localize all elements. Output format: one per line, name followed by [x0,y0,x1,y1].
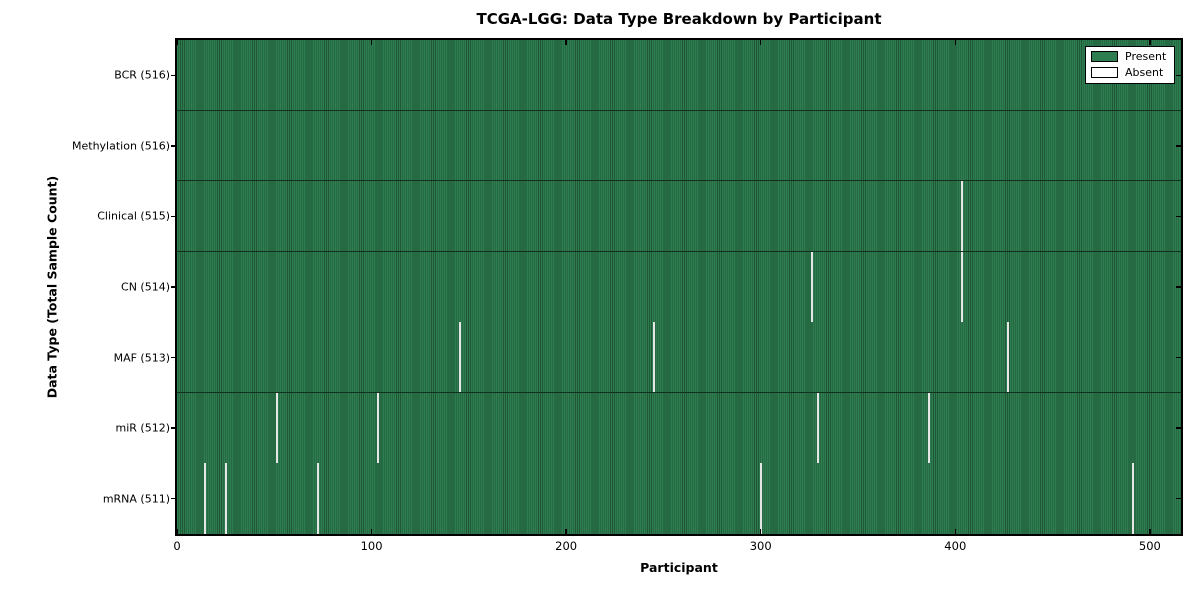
y-tick [1176,498,1181,500]
x-tick [370,40,373,45]
x-tick-label: 500 [1138,539,1161,553]
x-tick [176,529,178,534]
absent-gap-line [810,251,813,323]
y-tick [1176,215,1181,218]
y-tick [1176,74,1181,76]
x-tick [565,529,567,534]
absent-gap-line [203,463,206,534]
y-tick [171,286,177,288]
y-tick-label: BCR (516) [114,68,170,82]
y-tick [171,215,177,218]
y-tick [1176,286,1181,288]
heatmap-row [177,251,1181,323]
x-tick [760,40,762,45]
absent-gap-line [376,392,379,464]
y-tick-label: MAF (513) [113,351,170,365]
heatmap-row [177,40,1181,111]
absent-gap-line [1131,463,1134,534]
absent-gap-line [316,463,319,534]
x-axis-label: Participant [640,560,718,575]
present-swatch [1091,51,1118,62]
heatmap-row [177,110,1181,182]
y-tick [171,427,177,429]
y-tick [1176,356,1181,359]
absent-swatch [1091,67,1118,78]
heatmap-row [177,181,1181,252]
y-tick [171,145,177,147]
x-tick [176,40,178,45]
x-tick-label: 300 [749,539,772,553]
chart-title: TCGA-LGG: Data Type Breakdown by Partici… [476,10,882,28]
absent-gap-line [960,181,963,252]
x-tick-label: 0 [173,539,181,553]
absent-gap-line [927,392,930,464]
x-tick-label: 200 [555,539,578,553]
y-tick [171,498,177,500]
x-tick-label: 400 [944,539,967,553]
legend: Present Absent [1085,46,1176,84]
absent-gap-line [225,463,228,534]
y-tick-label: CN (514) [121,280,170,294]
y-tick-label: Clinical (515) [97,209,170,223]
x-tick [760,529,762,534]
x-tick [954,529,956,534]
y-tick-label: miR (512) [115,421,171,435]
x-tick [565,40,567,45]
heatmap-row [177,463,1181,534]
y-tick [1176,427,1181,429]
heatmap-row [177,392,1181,464]
x-tick-label: 100 [360,539,383,553]
legend-item-absent: Absent [1091,67,1166,78]
legend-label-absent: Absent [1125,66,1164,79]
y-tick [171,356,177,359]
x-tick [954,40,956,45]
absent-gap-line [816,392,819,464]
x-tick [1149,40,1151,45]
legend-label-present: Present [1125,50,1167,63]
absent-gap-line [458,322,461,393]
heatmap-row [177,322,1181,393]
y-tick-label: mRNA (511) [102,492,170,506]
absent-gap-line [275,392,278,464]
y-tick-label: Methylation (516) [72,139,170,153]
y-tick [171,74,177,76]
absent-gap-line [653,322,656,393]
x-tick [370,529,373,534]
y-tick [1176,145,1181,147]
absent-gap-line [1007,322,1010,393]
plot-area [175,38,1183,536]
x-tick [1149,529,1151,534]
absent-gap-line [960,251,963,323]
absent-gap-line [760,463,763,534]
legend-item-present: Present [1091,51,1166,62]
